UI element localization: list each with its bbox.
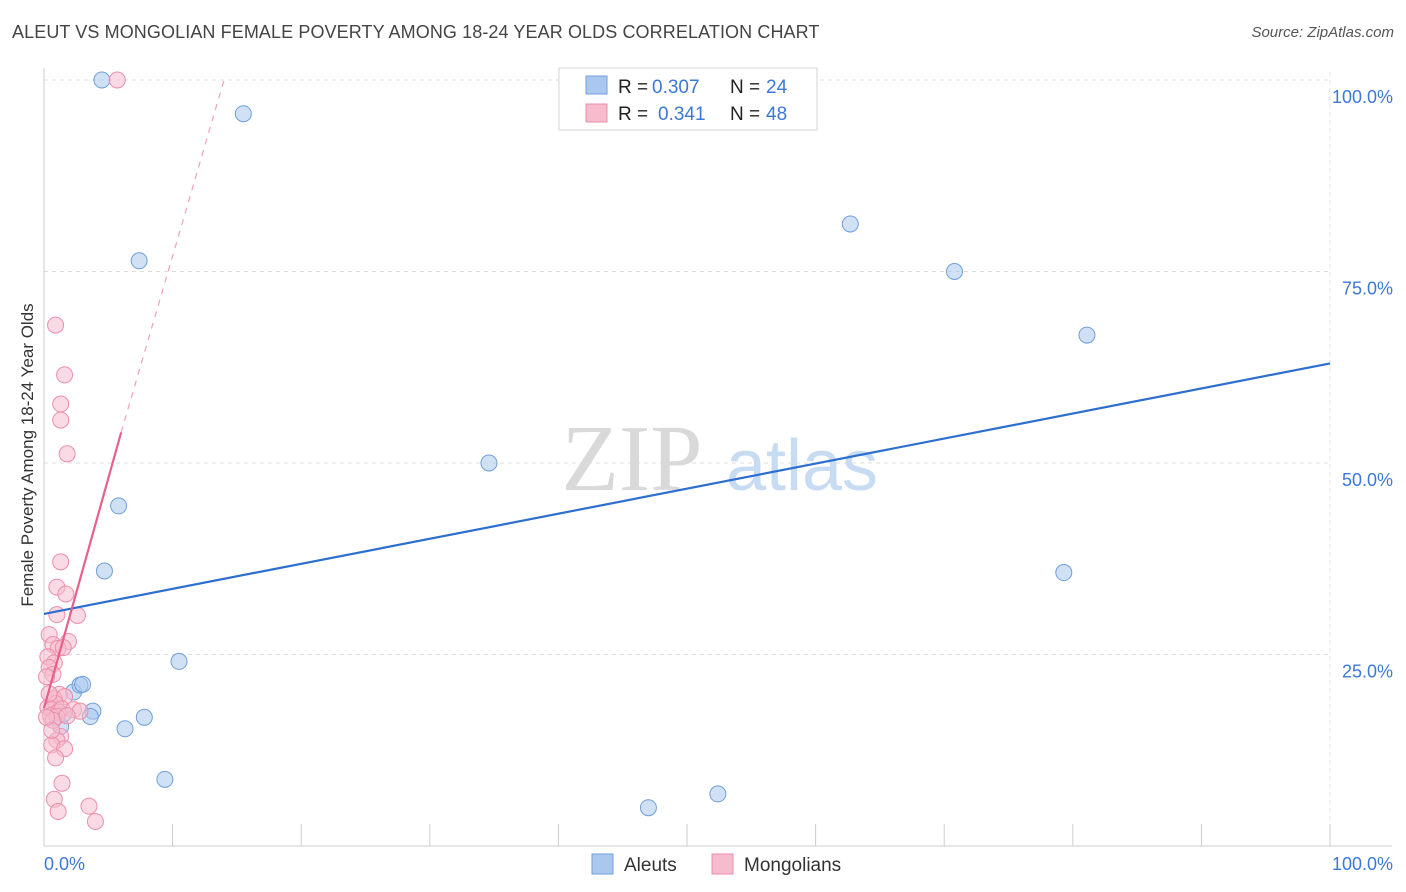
aleut-point-8 <box>95 562 113 580</box>
mongolian-point-0 <box>108 71 126 89</box>
mongolian-point-39 <box>53 774 71 792</box>
tick-labels: 25.0% 50.0% 75.0% 100.0% 0.0% 100.0% <box>44 87 1393 874</box>
legend-box: R = 0.307 N = 24 R = 0.341 N = 48 <box>558 67 818 131</box>
aleut-point-17 <box>116 720 134 738</box>
mongolian-point-9 <box>48 606 66 624</box>
legend-swatch-aleuts <box>585 75 608 95</box>
axes <box>43 68 1392 847</box>
aleut-point-3 <box>841 215 859 233</box>
aleut-point-21 <box>709 785 727 803</box>
mongolian-point-41 <box>49 803 67 821</box>
y-tick-label-50: 50.0% <box>1342 470 1393 490</box>
legend-n-label-aleuts: N = <box>730 77 760 98</box>
aleut-point-2 <box>130 252 148 270</box>
aleut-trend-line <box>43 362 1331 615</box>
aleut-point-6 <box>480 454 498 472</box>
bottom-legend-swatch-mongolians <box>711 853 734 875</box>
aleut-point-19 <box>156 770 174 788</box>
watermark: ZIP atlas <box>562 407 879 511</box>
aleut-point-4 <box>945 263 963 280</box>
mongolian-point-45 <box>58 707 76 725</box>
mongolian-point-38 <box>47 749 65 767</box>
mongolian-point-4 <box>52 411 70 429</box>
mongolian-point-8 <box>57 585 75 603</box>
legend-r-label-aleuts: R = <box>618 77 648 98</box>
mongolian-point-43 <box>86 812 104 830</box>
y-tick-label-25: 25.0% <box>1342 662 1393 682</box>
aleut-point-5 <box>1078 326 1096 344</box>
legend-n-value-mongolians: 48 <box>766 104 787 125</box>
legend-r-value-aleuts: 0.307 <box>652 77 700 98</box>
bottom-legend-label-aleuts: Aleuts <box>624 855 677 876</box>
legend-r-value-mongolians: 0.341 <box>658 104 706 125</box>
aleut-point-20 <box>639 799 657 817</box>
mongolian-trend-line <box>42 432 123 709</box>
watermark-zip: ZIP <box>562 407 703 511</box>
legend-r-label-mongolians: R = <box>618 104 648 125</box>
mongolian-point-6 <box>52 553 70 571</box>
x-tick-label-min: 0.0% <box>44 854 85 874</box>
aleut-point-1 <box>234 105 252 123</box>
mongolian-point-47 <box>38 708 56 726</box>
aleut-point-16 <box>135 708 153 726</box>
bottom-legend: Aleuts Mongolians <box>591 853 841 876</box>
legend-n-value-aleuts: 24 <box>766 77 788 98</box>
x-tick-label-max: 100.0% <box>1332 854 1393 874</box>
mongolian-point-2 <box>56 366 74 384</box>
aleut-point-7 <box>110 497 128 515</box>
bottom-legend-label-mongolians: Mongolians <box>744 855 841 876</box>
mongolian-point-42 <box>80 797 98 815</box>
bottom-legend-swatch-aleuts <box>591 853 614 875</box>
aleut-point-0 <box>93 71 111 89</box>
aleut-point-10 <box>170 652 188 670</box>
mongolian-trend-extension <box>120 79 225 433</box>
trend-lines <box>42 79 1331 709</box>
legend-swatch-mongolians <box>585 103 608 123</box>
mongolian-point-3 <box>52 395 70 413</box>
chart-title: ALEUT VS MONGOLIAN FEMALE POVERTY AMONG … <box>12 22 820 42</box>
aleut-point-13 <box>74 675 92 693</box>
mongolian-point-1 <box>47 316 65 334</box>
mongolian-points <box>38 71 126 830</box>
legend-n-label-mongolians: N = <box>730 104 760 125</box>
source-label: Source: ZipAtlas.com <box>1251 24 1394 41</box>
y-tick-label-100: 100.0% <box>1332 87 1393 107</box>
y-tick-label-75: 75.0% <box>1342 279 1393 299</box>
mongolian-point-5 <box>58 445 76 463</box>
aleut-point-9 <box>1055 564 1073 582</box>
